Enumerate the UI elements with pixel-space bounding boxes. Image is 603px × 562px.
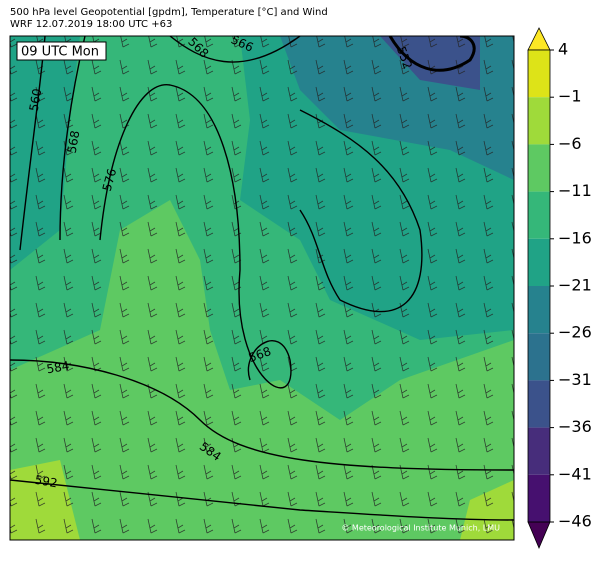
colorbar-band (528, 286, 550, 334)
contour-label: 592 (34, 473, 59, 491)
colorbar-band (528, 333, 550, 381)
colorbar-tick-label: −16 (558, 228, 592, 247)
colorbar-band (528, 144, 550, 192)
map-frame (9, 35, 515, 541)
colorbar-band (528, 50, 550, 98)
colorbar-band (528, 238, 550, 286)
colorbar-tick-label: −26 (558, 323, 592, 342)
colorbar-band (528, 191, 550, 239)
contour-label: 584 (45, 359, 70, 377)
title: 500 hPa level Geopotential [gpdm], Tempe… (10, 7, 328, 18)
time-label: 09 UTC Mon (21, 45, 99, 60)
colorbar-tick-label: −6 (558, 134, 582, 153)
colorbar-tick-label: −21 (558, 276, 592, 295)
contour-label: 568 (65, 129, 83, 154)
time-box (16, 41, 107, 61)
contour-label: 576 (100, 167, 119, 193)
colorbar-tick-label: −41 (558, 464, 592, 483)
colorbar-tick-label: −31 (558, 370, 592, 389)
credit: © Meteorological Institute Munich, LMU (341, 524, 500, 533)
contour-label: 560 (27, 87, 45, 112)
colorbar-band (528, 380, 550, 428)
colorbar-band (528, 97, 550, 145)
subtitle: WRF 12.07.2019 18:00 UTC +63 (10, 19, 172, 30)
colorbar-extend-bottom (527, 521, 551, 550)
colorbar-tick-label: −46 (558, 512, 592, 531)
colorbar-tick-label: −1 (558, 87, 582, 106)
colorbar: 4 −1 −6 −11 −16 −21 −26 −31 −36 −41 −46 (527, 27, 592, 550)
colorbar-tick-label: −11 (558, 181, 592, 200)
colorbar-tick-label: −36 (558, 417, 592, 436)
colorbar-band (528, 427, 550, 475)
colorbar-band (528, 474, 550, 522)
colorbar-extend-top (527, 27, 551, 51)
colorbar-tick-label: 4 (558, 40, 568, 59)
